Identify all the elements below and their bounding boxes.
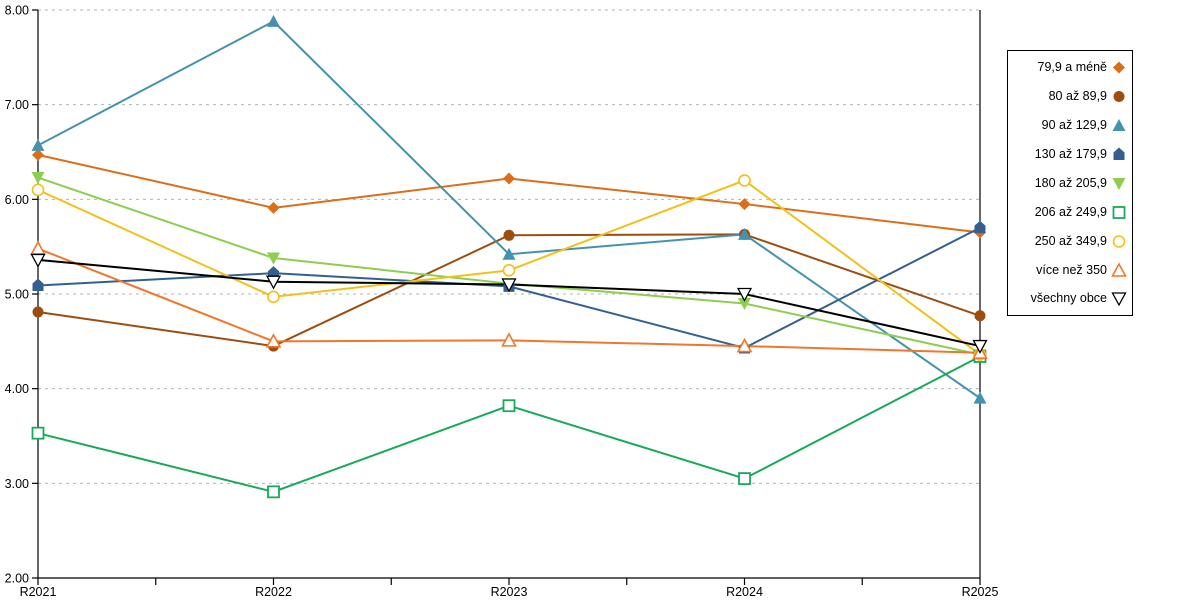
x-axis-label: R2025 <box>962 585 999 599</box>
triangle-down-open-marker <box>972 339 988 354</box>
legend-item: 180 až 205,9 <box>1008 175 1132 191</box>
legend-item: více než 350 <box>1008 261 1132 278</box>
circle-filled-marker <box>503 229 515 241</box>
circle-marker-icon <box>1113 91 1125 103</box>
triangle-down-open-marker <box>265 275 282 290</box>
x-axis-label: R2022 <box>255 585 292 599</box>
diamond-filled-marker <box>32 148 44 161</box>
square-open-marker <box>31 426 45 440</box>
y-axis-label: 8.00 <box>5 4 29 18</box>
triangle-up-filled-marker <box>1112 119 1126 132</box>
circle-open-marker <box>738 174 751 187</box>
triangle-down-filled-marker <box>31 172 45 185</box>
legend-label: 80 až 89,9 <box>1048 89 1107 104</box>
triangle-up-filled-marker <box>738 227 751 240</box>
y-axis-label: 3.00 <box>5 477 29 491</box>
circle-open-marker <box>31 183 45 197</box>
y-axis-label: 7.00 <box>5 98 29 112</box>
legend-item: 250 až 349,9 <box>1008 233 1132 249</box>
diamond-marker-icon <box>1113 61 1125 74</box>
x-axis-label: R2021 <box>20 585 57 599</box>
circle-open-marker-icon <box>1112 234 1126 248</box>
square-open-marker <box>738 472 751 486</box>
circle-open-marker <box>1112 234 1126 248</box>
square-open-marker <box>1112 205 1126 219</box>
square-open-marker <box>267 485 280 499</box>
diamond-filled-marker <box>738 198 751 211</box>
legend-label: všechny obce <box>1030 291 1107 306</box>
pentagon-filled-marker <box>974 220 986 234</box>
legend-label: více než 350 <box>1036 262 1107 277</box>
legend-label: 250 až 349,9 <box>1034 233 1107 248</box>
triangle-up-open-marker <box>501 332 517 347</box>
square-open-marker <box>502 399 516 413</box>
legend-label: 206 až 249,9 <box>1034 204 1107 219</box>
y-axis-label: 6.00 <box>5 193 29 207</box>
triangle-up-open-marker <box>30 240 46 255</box>
y-axis-label: 4.00 <box>5 382 29 396</box>
legend-label: 90 až 129,9 <box>1041 118 1107 133</box>
circle-filled-marker <box>974 310 986 322</box>
square-open-marker-icon <box>1112 205 1126 219</box>
circle-filled-marker <box>32 306 44 318</box>
triangle-up-open-marker-icon <box>1111 261 1127 277</box>
legend-item: 79,9 a méně <box>1008 59 1132 75</box>
triangle-up-open-marker <box>265 333 282 348</box>
x-axis-label: R2024 <box>726 585 763 599</box>
triangle-down-open-marker <box>736 287 753 302</box>
series-line <box>37 355 981 493</box>
triangle-down-marker-icon <box>1112 177 1126 190</box>
triangle-down-open-marker <box>30 253 46 268</box>
triangle-up-filled-marker <box>502 247 516 260</box>
pentagon-filled-marker <box>32 278 44 291</box>
triangle-up-open-marker <box>1111 261 1127 277</box>
x-axis-label: R2023 <box>491 585 528 599</box>
chart-legend: 79,9 a méně 80 až 89,9 90 až 129,9 130 a… <box>1007 50 1133 316</box>
pentagon-marker-icon <box>1113 147 1125 161</box>
legend-label: 180 až 205,9 <box>1034 175 1107 190</box>
triangle-up-filled-marker <box>267 14 280 27</box>
triangle-up-filled-marker <box>31 138 45 151</box>
legend-label: 130 až 179,9 <box>1034 147 1107 162</box>
y-axis-label: 5.00 <box>5 288 29 302</box>
diamond-filled-marker <box>1113 61 1125 74</box>
triangle-down-open-marker <box>1111 292 1127 307</box>
legend-item: 80 až 89,9 <box>1008 88 1132 104</box>
legend-item: 206 až 249,9 <box>1008 204 1132 220</box>
circle-open-marker <box>502 264 516 277</box>
circle-filled-marker <box>1113 91 1125 103</box>
triangle-down-filled-marker <box>738 297 751 310</box>
triangle-down-filled-marker <box>267 252 280 265</box>
legend-label: 79,9 a méně <box>1037 60 1108 75</box>
diamond-filled-marker <box>267 201 280 214</box>
triangle-down-filled-marker <box>1112 177 1126 190</box>
triangle-up-filled-marker <box>973 391 987 404</box>
series-line <box>37 153 981 234</box>
diamond-filled-marker <box>503 172 515 185</box>
triangle-up-marker-icon <box>1112 119 1126 132</box>
triangle-up-open-marker <box>736 337 753 353</box>
legend-item: 90 až 129,9 <box>1008 117 1132 133</box>
circle-open-marker <box>267 290 280 304</box>
triangle-down-open-marker-icon <box>1111 292 1127 307</box>
y-axis-label: 2.00 <box>5 572 29 586</box>
legend-item: 130 až 179,9 <box>1008 146 1132 162</box>
legend-item: všechny obce <box>1008 290 1132 307</box>
pentagon-filled-marker <box>1113 147 1125 161</box>
triangle-down-open-marker <box>501 278 517 293</box>
